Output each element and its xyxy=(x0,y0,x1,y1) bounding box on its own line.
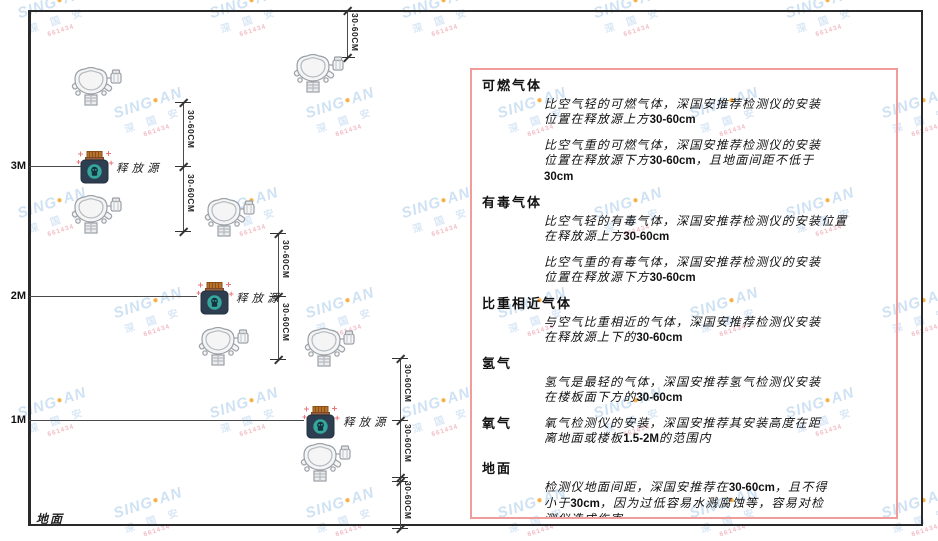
section-paragraph: 比空气轻的可燃气体，深国安推荐检测仪的安装 位置在释放源上方30-60cm xyxy=(544,97,822,126)
release-source-label: 释放源 xyxy=(343,417,390,429)
info-panel: 可燃气体 比空气轻的可燃气体，深国安推荐检测仪的安装 位置在释放源上方30-60cm… xyxy=(470,68,898,519)
level-line xyxy=(29,296,197,297)
section-heading: 地面 xyxy=(482,461,513,476)
dimension-label: 30-60CM xyxy=(186,110,196,149)
panel-section: 可燃气体 比空气轻的可燃气体，深国安推荐检测仪的安装 位置在释放源上方30-60cm… xyxy=(482,78,888,185)
release-source xyxy=(196,281,234,320)
watermark-dot-icon: ● xyxy=(439,0,450,7)
room-outline xyxy=(28,10,923,526)
release-source-icon xyxy=(302,406,340,439)
dimension-label: 30-60CM xyxy=(403,424,413,463)
gas-detector xyxy=(198,326,250,373)
gas-detector-icon xyxy=(198,326,249,366)
release-source xyxy=(76,150,114,189)
watermark-dot-icon: ● xyxy=(247,0,258,7)
level-label: 1M xyxy=(10,414,26,426)
level-label: 2M xyxy=(10,290,26,302)
panel-section: 地面检测仪地面间距，深国安推荐在30-60cm，且不得 小于30cm，因为过低容易… xyxy=(482,461,888,519)
section-heading: 比重相近气体 xyxy=(482,296,573,311)
ground-label: 地面 xyxy=(36,512,65,526)
gas-detector xyxy=(71,66,123,113)
dimension-label: 30-60CM xyxy=(281,303,291,342)
dimension-line xyxy=(400,358,401,528)
section-heading: 可燃气体 xyxy=(482,78,543,93)
gas-detector-icon xyxy=(71,66,122,106)
gas-detector-icon xyxy=(304,327,355,367)
dimension-label: 30-60CM xyxy=(350,13,360,52)
section-heading: 氢气 xyxy=(482,356,513,371)
section-paragraph: 氧气检测仪的安装，深国安推荐其安装高度在距 离地面或楼板1.5-2M的范围内 xyxy=(544,416,822,445)
level-line xyxy=(29,420,304,421)
watermark-dot-icon: ● xyxy=(55,0,66,7)
dimension-label: 30-60CM xyxy=(403,481,413,520)
release-source xyxy=(302,405,340,444)
section-paragraph: 与空气比重相近的气体，深国安推荐检测仪安装 在释放源上下的30-60cm xyxy=(544,315,822,344)
section-paragraph: 检测仪地面间距，深国安推荐在30-60cm，且不得 小于30cm，因为过低容易水溅… xyxy=(544,480,828,519)
level-line xyxy=(29,166,91,167)
panel-section: 比重相近气体与空气比重相近的气体，深国安推荐检测仪安装 在释放源上下的30-60c… xyxy=(482,296,888,346)
section-heading: 有毒气体 xyxy=(482,195,543,210)
section-paragraph: 氢气是最轻的气体，深国安推荐氢气检测仪安装 在楼板面下方的30-60cm xyxy=(544,375,822,404)
release-source-icon xyxy=(76,151,114,184)
gas-detector xyxy=(300,442,352,489)
release-source-icon xyxy=(196,282,234,315)
section-paragraph: 比空气轻的有毒气体，深国安推荐检测仪的安装位置 在释放源上方30-60cm xyxy=(544,214,848,243)
dimension-label: 30-60CM xyxy=(403,364,413,403)
dimension-line xyxy=(347,10,348,57)
release-source-label: 释放源 xyxy=(236,293,283,305)
panel-section: 氧气 氧气检测仪的安装，深国安推荐其安装高度在距 离地面或楼板1.5-2M的范围内 xyxy=(482,416,888,447)
gas-detector-icon xyxy=(300,442,351,482)
section-paragraph: 比空气重的可燃气体，深国安推荐检测仪的安装 位置在释放源下方30-60cm，且地面… xyxy=(544,138,822,183)
section-paragraph: 比空气重的有毒气体，深国安推荐检测仪的安装 位置在释放源下方30-60cm xyxy=(544,255,822,284)
dimension-label: 30-60CM xyxy=(186,174,196,213)
gas-detector-icon xyxy=(293,53,344,93)
gas-detector xyxy=(293,53,345,100)
release-source-label: 释放源 xyxy=(116,163,163,175)
watermark-dot-icon: ● xyxy=(631,0,642,7)
gas-detector xyxy=(71,194,123,241)
gas-detector xyxy=(204,197,256,244)
gas-detector-icon xyxy=(71,194,122,234)
dimension-label: 30-60CM xyxy=(281,240,291,279)
level-label: 3M xyxy=(10,160,26,172)
section-heading: 氧气 xyxy=(482,416,513,431)
panel-section: 氢气氢气是最轻的气体，深国安推荐氢气检测仪安装 在楼板面下方的30-60cm xyxy=(482,356,888,406)
panel-section: 有毒气体 比空气轻的有毒气体，深国安推荐检测仪的安装位置 在释放源上方30-60cm… xyxy=(482,195,888,286)
watermark-dot-icon: ● xyxy=(823,0,834,7)
gas-detector-icon xyxy=(204,197,255,237)
gas-detector xyxy=(304,327,356,374)
